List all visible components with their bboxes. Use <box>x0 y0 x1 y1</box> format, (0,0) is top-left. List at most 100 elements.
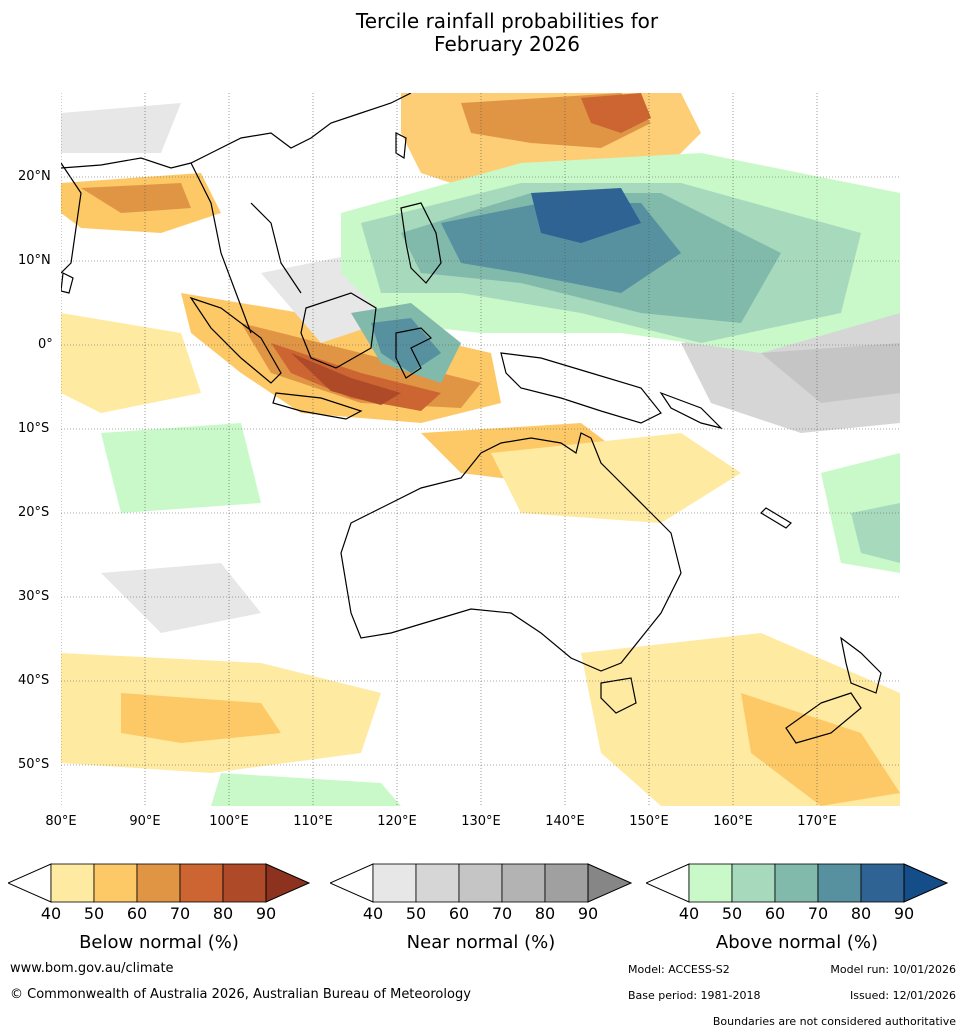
colorbar-below-tick-60: 60 <box>126 904 148 923</box>
colorbar-below-band-3 <box>136 863 181 903</box>
lat-label-0: 0° <box>38 337 53 352</box>
region-sulawesi-core <box>371 318 441 373</box>
lon-label-160e: 160°E <box>713 814 753 829</box>
taiwan-outline <box>395 132 407 160</box>
colorbar-near-normal <box>330 863 632 903</box>
lat-label-40s: 40°S <box>18 673 50 688</box>
new-zealand-south-outline <box>785 692 862 744</box>
above-normal-regions <box>101 153 900 806</box>
colorbar-above-tick-80: 80 <box>850 904 872 923</box>
colorbar-below-tick-80: 80 <box>212 904 234 923</box>
lat-label-20n: 20°N <box>18 169 51 184</box>
region-indonesia-deep <box>291 353 401 405</box>
region-indian-grey <box>101 563 261 633</box>
lon-label-80e: 80°E <box>45 814 77 829</box>
lon-label-120e: 120°E <box>377 814 417 829</box>
footer-website-link[interactable]: www.bom.gov.au/climate <box>10 961 174 976</box>
region-philippines-core <box>531 188 641 243</box>
colorbar-below-tick-90: 90 <box>255 904 277 923</box>
footer-copyright: © Commonwealth of Australia 2026, Austra… <box>10 987 471 1002</box>
colorbar-below-normal <box>8 863 310 903</box>
colorbar-above-tick-40: 40 <box>678 904 700 923</box>
footer-base-period: Base period: 1981-2018 <box>628 989 761 1002</box>
region-east-indian-wet-2 <box>101 423 261 513</box>
lat-label-20s: 20°S <box>18 505 50 520</box>
sulawesi-outline <box>395 327 433 379</box>
philippines-outline <box>400 202 442 284</box>
colorbar-near-tick-60: 60 <box>448 904 470 923</box>
title-line-1: Tercile rainfall probabilities for <box>355 9 659 33</box>
colorbar-near-band-5 <box>544 863 589 903</box>
region-indonesia-strong <box>241 323 481 408</box>
lon-label-170e: 170°E <box>797 814 837 829</box>
colorbar-below-low-arrow <box>8 863 52 903</box>
lat-label-30s: 30°S <box>18 589 50 604</box>
colorbar-above-band-2 <box>731 863 776 903</box>
lon-label-140e: 140°E <box>545 814 585 829</box>
asia-mainland-outline <box>61 93 412 334</box>
colorbar-below-tick-70: 70 <box>169 904 191 923</box>
region-tasman-2 <box>741 693 900 806</box>
colorbar-near-high-arrow <box>587 863 632 903</box>
colorbar-near-band-1 <box>372 863 417 903</box>
region-west-pacific-grey-2 <box>761 343 900 403</box>
colorbar-below-band-2 <box>93 863 138 903</box>
lat-label-50s: 50°S <box>18 757 50 772</box>
colorbar-near-tick-50: 50 <box>405 904 427 923</box>
colorbar-above-low-arrow <box>646 863 690 903</box>
india-outline <box>61 162 82 274</box>
colorbar-above-tick-70: 70 <box>807 904 829 923</box>
region-southwest-pacific-wet-2 <box>851 503 900 563</box>
colorbar-near-tick-40: 40 <box>362 904 384 923</box>
new-zealand-north-outline <box>840 636 882 694</box>
new-guinea-outline <box>500 352 662 424</box>
borneo-outline <box>300 292 377 369</box>
lon-label-130e: 130°E <box>461 814 501 829</box>
region-south-indian-band-2 <box>121 693 281 743</box>
footer-model-run: Model run: 10/01/2026 <box>830 963 956 976</box>
lon-label-150e: 150°E <box>629 814 669 829</box>
footer-issued: Issued: 12/01/2026 <box>849 989 956 1002</box>
colorbar-above-tick-90: 90 <box>893 904 915 923</box>
rainfall-probability-map <box>61 93 900 806</box>
colorbar-near-title: Near normal (%) <box>406 932 556 953</box>
colorbar-near-tick-70: 70 <box>491 904 513 923</box>
colorbar-above-normal <box>646 863 948 903</box>
footer-disclaimer: Boundaries are not considered authoritat… <box>712 1015 956 1028</box>
colorbar-below-band-4 <box>179 863 224 903</box>
colorbar-below-tick-40: 40 <box>40 904 62 923</box>
colorbar-below-tick-50: 50 <box>83 904 105 923</box>
colorbar-above-band-4 <box>817 863 862 903</box>
colorbar-below-band-5 <box>222 863 267 903</box>
colorbar-below-title: Below normal (%) <box>79 932 239 953</box>
gridlines <box>61 93 900 806</box>
lat-label-10s: 10°S <box>18 421 50 436</box>
lat-label-10n: 10°N <box>18 253 51 268</box>
region-north-grey <box>61 103 181 153</box>
colorbar-near-low-arrow <box>330 863 374 903</box>
region-bay-of-bengal-strong <box>81 183 191 213</box>
java-outline <box>272 392 363 420</box>
colorbar-above-high-arrow <box>903 863 948 903</box>
colorbar-near-tick-80: 80 <box>534 904 556 923</box>
tasmania-outline <box>600 677 637 714</box>
lon-label-90e: 90°E <box>129 814 161 829</box>
australia-outline <box>340 432 682 672</box>
colorbar-near-band-2 <box>415 863 460 903</box>
sri-lanka-outline <box>61 272 74 294</box>
region-north-pacific-core <box>581 93 651 133</box>
colorbar-below-high-arrow <box>265 863 310 903</box>
colorbar-below-band-1 <box>50 863 95 903</box>
colorbar-above-tick-50: 50 <box>721 904 743 923</box>
region-southern-ocean-wet <box>211 773 401 806</box>
footer-model: Model: ACCESS-S2 <box>628 963 730 976</box>
chart-title: Tercile rainfall probabilities for Febru… <box>0 10 965 56</box>
region-west-indian <box>61 313 201 413</box>
coastlines <box>61 93 882 744</box>
colorbar-near-band-4 <box>501 863 546 903</box>
lon-label-110e: 110°E <box>293 814 333 829</box>
new-caledonia-outline <box>760 507 792 529</box>
colorbar-near-tick-90: 90 <box>577 904 599 923</box>
colorbar-near-band-3 <box>458 863 503 903</box>
colorbar-above-band-3 <box>774 863 819 903</box>
